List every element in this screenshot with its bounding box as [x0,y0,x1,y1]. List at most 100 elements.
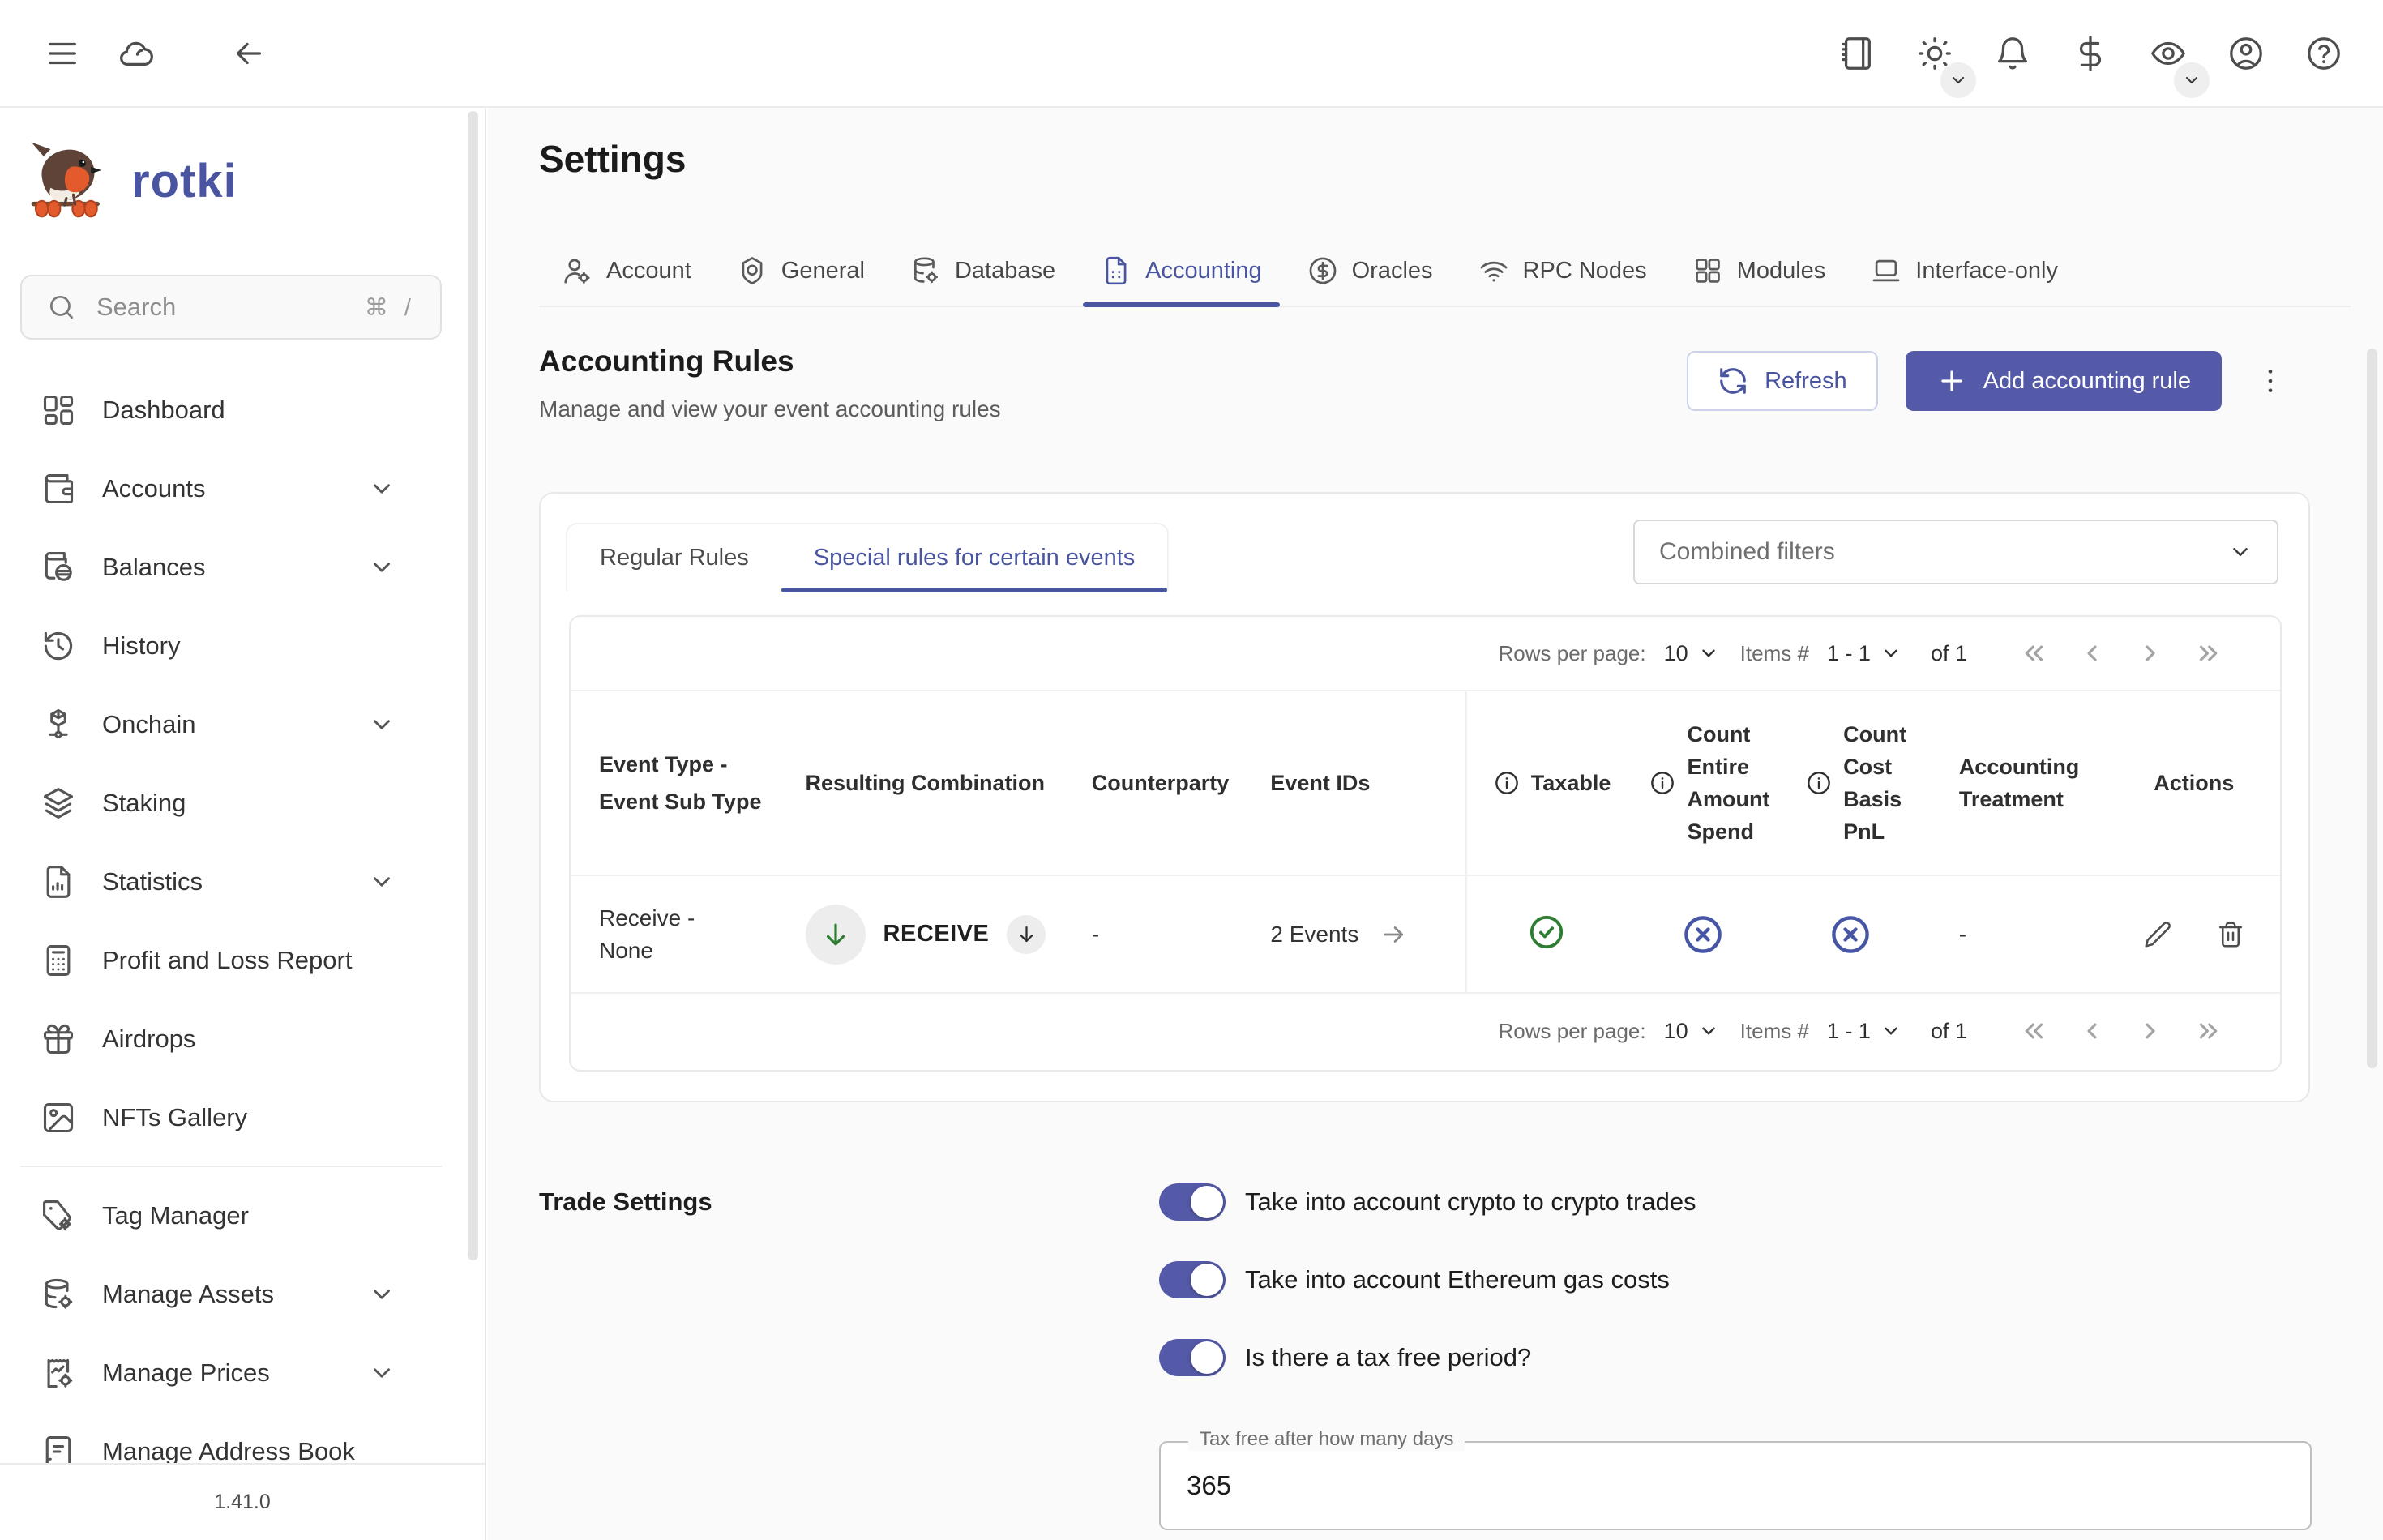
sidebar-item-label: History [102,631,181,660]
tax-free-period-toggle[interactable] [1159,1339,1226,1376]
event-ids-link[interactable]: 2 Events [1270,918,1407,951]
col-taxable: Taxable [1530,771,1611,795]
sidebar-item-label: Accounts [102,473,206,503]
add-accounting-rule-button[interactable]: Add accounting rule [1905,351,2222,411]
sidebar-item-balances[interactable]: Balances [0,528,486,606]
tab-special-rules[interactable]: Special rules for certain events [781,524,1168,592]
crypto-to-crypto-toggle[interactable] [1159,1183,1226,1221]
last-page-button[interactable] [2180,624,2238,682]
arrow-down-icon [820,919,851,950]
refresh-button[interactable]: Refresh [1687,351,1878,411]
currency-button[interactable] [2059,22,2122,85]
sidebar-item-onchain[interactable]: Onchain [0,685,486,764]
privacy-dropdown-badge[interactable] [2174,62,2210,98]
next-page-button[interactable] [2121,624,2180,682]
sidebar-item-nfts-gallery[interactable]: NFTs Gallery [0,1078,485,1157]
sidebar-item-label: NFTs Gallery [102,1102,248,1131]
sidebar-item-history[interactable]: History [0,606,485,685]
sidebar-item-manage-prices[interactable]: Manage Prices [0,1333,486,1412]
user-gear-icon [562,255,593,286]
privacy-mode-button[interactable] [2137,22,2210,98]
more-options-button[interactable] [2249,351,2291,411]
sidebar-item-profit-loss-report[interactable]: Profit and Loss Report [0,921,485,999]
search-input[interactable]: Search ⌘ / [20,275,442,340]
journal-button[interactable] [1825,22,1889,85]
main-scrollbar[interactable] [2367,349,2377,1068]
sidebar-item-airdrops[interactable]: Airdrops [0,999,485,1078]
header-actions: Refresh Add accounting rule [1687,351,2291,411]
delete-rule-button[interactable] [2208,912,2253,957]
sidebar-item-dashboard[interactable]: Dashboard [0,370,485,449]
search-icon [46,292,77,323]
app-version: 1.41.0 [214,1491,271,1513]
count-entire-amount-info-icon[interactable] [1649,770,1675,796]
sidebar-item-label: Tag Manager [102,1200,249,1230]
tab-rpc-nodes[interactable]: RPC Nodes [1456,236,1670,306]
account-icon [2227,35,2265,72]
tab-interface-only[interactable]: Interface-only [1848,236,2081,306]
sidebar-item-label: Balances [102,552,206,581]
cloud-sync-button[interactable] [104,22,167,85]
count-cost-basis-no-icon [1829,913,1872,956]
refresh-icon [1718,366,1748,396]
col-event-ids: Event IDs [1270,771,1371,795]
tab-account[interactable]: Account [539,236,714,306]
sidebar-item-tag-manager[interactable]: Tag Manager [0,1176,485,1255]
chevrons-right-icon [2193,1016,2224,1046]
items-range-select[interactable]: 1 - 1 [1827,641,1902,666]
row-actions [2135,912,2253,957]
tab-general[interactable]: General [714,236,888,306]
tab-database[interactable]: Database [888,236,1078,306]
account-button[interactable] [2214,22,2278,85]
sidebar-item-manage-address-book[interactable]: Manage Address Book [0,1412,485,1491]
pencil-icon [2143,920,2172,949]
sidebar-item-manage-assets[interactable]: Manage Assets [0,1255,486,1333]
sidebar-item-statistics[interactable]: Statistics [0,842,486,921]
tab-modules[interactable]: Modules [1670,236,1849,306]
next-page-button[interactable] [2121,1002,2180,1060]
combined-filters-select[interactable]: Combined filters [1633,520,2278,584]
price-chart-icon [41,1355,76,1391]
trash-icon [2216,920,2245,949]
notifications-button[interactable] [1981,22,2044,85]
arrow-right-icon [1380,921,1407,948]
sidebar-item-staking[interactable]: Staking [0,764,485,842]
hamburger-menu-button[interactable] [31,22,94,85]
rows-per-page-select[interactable]: 10 [1664,1019,1719,1044]
dashboard-icon [41,392,76,428]
theme-button[interactable] [1903,22,1976,98]
taxable-info-icon[interactable] [1494,770,1520,796]
help-button[interactable] [2292,22,2355,85]
chevron-down-icon [368,554,396,581]
section-title: Accounting Rules [539,344,794,378]
top-bar [0,0,2383,108]
tab-oracles[interactable]: Oracles [1285,236,1456,306]
chevron-down-icon [1949,71,1968,90]
first-page-button[interactable] [2004,624,2063,682]
back-button[interactable] [217,22,280,85]
wifi-icon [1478,255,1509,286]
chevron-down-icon [368,1281,396,1308]
tab-label: Regular Rules [600,544,749,571]
last-page-button[interactable] [2180,1002,2238,1060]
chevron-down-icon [1880,1020,1902,1042]
ethereum-gas-toggle[interactable] [1159,1261,1226,1298]
first-page-button[interactable] [2004,1002,2063,1060]
sidebar-scrollbar[interactable] [468,111,478,1260]
items-range-select[interactable]: 1 - 1 [1827,1019,1902,1044]
sidebar-item-accounts[interactable]: Accounts [0,449,486,528]
blockchain-icon [41,707,76,742]
edit-rule-button[interactable] [2135,912,2180,957]
tax-free-days-field[interactable]: Tax free after how many days 365 [1159,1428,2312,1530]
theme-dropdown-badge[interactable] [1940,62,1976,98]
count-cost-basis-info-icon[interactable] [1806,770,1832,796]
prev-page-button[interactable] [2063,624,2121,682]
combination-label: RECEIVE [883,921,990,947]
toggle-label: Is there a tax free period? [1245,1343,1532,1371]
tab-regular-rules[interactable]: Regular Rules [567,524,781,591]
tab-accounting[interactable]: Accounting [1078,236,1285,307]
items-total: of 1 [1930,640,1967,665]
rows-per-page-select[interactable]: 10 [1664,641,1719,666]
prev-page-button[interactable] [2063,1002,2121,1060]
filter-placeholder: Combined filters [1659,538,1835,565]
